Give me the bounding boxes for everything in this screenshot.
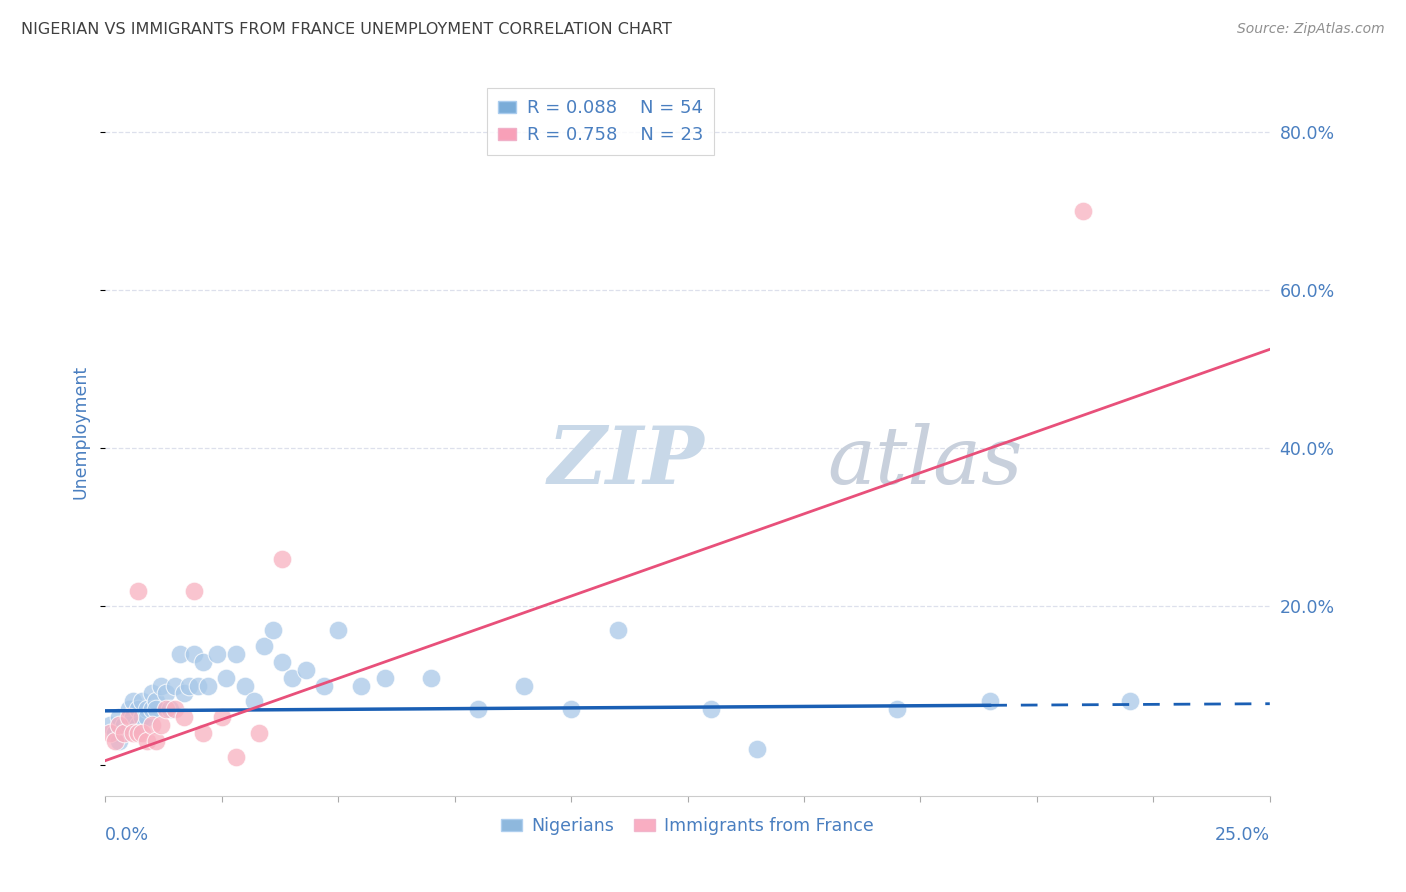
Point (141, 686, 163, 700)
Point (103, 734, 125, 748)
Point (108, 734, 131, 748)
Point (122, 710, 145, 724)
Point (112, 726, 135, 740)
Point (117, 718, 139, 732)
Point (98, 718, 121, 732)
Text: ZIP: ZIP (548, 423, 704, 500)
Point (141, 718, 163, 732)
Point (247, 726, 270, 740)
Point (127, 583, 149, 598)
Point (155, 702, 177, 716)
Point (252, 639, 274, 653)
Point (108, 710, 131, 724)
Point (280, 671, 302, 685)
Point (177, 679, 200, 693)
Point (1119, 694, 1142, 708)
Point (183, 583, 205, 598)
Point (108, 718, 131, 732)
Point (117, 710, 139, 724)
Point (606, 623, 628, 637)
Point (467, 702, 489, 716)
Point (513, 679, 536, 693)
Point (420, 671, 443, 685)
Point (262, 623, 284, 637)
Point (159, 702, 181, 716)
Point (136, 710, 159, 724)
Point (165, 702, 187, 716)
Point (122, 726, 145, 740)
Point (122, 694, 145, 708)
Text: NIGERIAN VS IMMIGRANTS FROM FRANCE UNEMPLOYMENT CORRELATION CHART: NIGERIAN VS IMMIGRANTS FROM FRANCE UNEMP… (21, 22, 672, 37)
Point (700, 702, 723, 716)
Point (141, 702, 163, 716)
Point (271, 552, 294, 566)
Point (145, 702, 167, 716)
Point (127, 726, 149, 740)
Point (131, 726, 153, 740)
Point (326, 623, 349, 637)
Point (173, 710, 195, 724)
Point (747, 741, 769, 756)
Point (98, 726, 121, 740)
Point (150, 679, 173, 693)
Point (155, 686, 177, 700)
Point (127, 718, 149, 732)
Point (187, 679, 209, 693)
Point (117, 702, 139, 716)
Point (1073, 203, 1095, 218)
Point (136, 702, 159, 716)
Point (150, 718, 173, 732)
Point (225, 647, 247, 661)
Point (271, 655, 294, 669)
Point (165, 679, 187, 693)
Point (191, 726, 214, 740)
Text: Source: ZipAtlas.com: Source: ZipAtlas.com (1237, 22, 1385, 37)
Point (169, 647, 191, 661)
Point (979, 694, 1001, 708)
Point (131, 710, 153, 724)
Point (173, 686, 195, 700)
Point (131, 694, 153, 708)
Point (350, 679, 373, 693)
Point (215, 671, 238, 685)
Y-axis label: Unemployment: Unemployment (72, 366, 89, 500)
Point (886, 702, 908, 716)
Point (183, 647, 205, 661)
Text: 0.0%: 0.0% (105, 826, 149, 844)
Point (112, 718, 135, 732)
Point (205, 647, 228, 661)
Point (211, 710, 233, 724)
Point (314, 679, 336, 693)
Point (136, 734, 159, 748)
Point (233, 679, 256, 693)
Point (374, 671, 396, 685)
Point (294, 663, 316, 677)
Point (225, 749, 247, 764)
Point (243, 694, 266, 708)
Point (191, 655, 214, 669)
Legend: Nigerians, Immigrants from France: Nigerians, Immigrants from France (495, 810, 880, 842)
Text: atlas: atlas (827, 423, 1022, 500)
Point (197, 679, 219, 693)
Point (103, 726, 125, 740)
Point (127, 702, 149, 716)
Point (560, 702, 582, 716)
Text: 25.0%: 25.0% (1215, 826, 1270, 844)
Point (145, 694, 167, 708)
Point (145, 734, 167, 748)
